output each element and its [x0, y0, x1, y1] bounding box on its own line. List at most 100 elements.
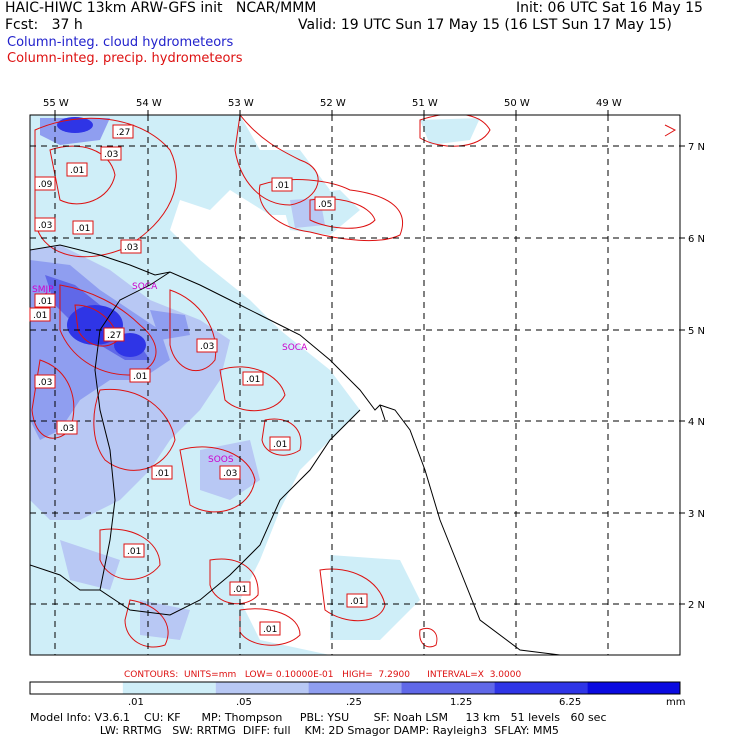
contour-label-box — [123, 543, 145, 558]
colorbar-tick: .01 — [128, 697, 144, 708]
contour-line — [664, 124, 677, 137]
contour-label-box — [56, 420, 78, 435]
lat-label: 6 N — [688, 234, 705, 245]
lon-label: 55 W — [43, 98, 69, 109]
contour-label-box — [66, 162, 88, 177]
lon-label: 49 W — [596, 98, 622, 109]
contour-line — [34, 117, 177, 258]
contour-label: .01 — [133, 372, 147, 382]
lon-label: 50 W — [504, 98, 530, 109]
lon-label: 54 W — [136, 98, 162, 109]
map-frame — [29, 114, 681, 656]
contour-line — [319, 568, 386, 622]
contour-line — [219, 366, 286, 412]
colorbar-tick: 1.25 — [450, 697, 472, 708]
contour-label: .01 — [233, 585, 247, 595]
contour-label-box — [120, 239, 142, 254]
station-label: SOCA — [282, 343, 308, 353]
contour-label-box — [242, 371, 264, 386]
contour-line — [258, 179, 403, 242]
contour-label: .01 — [246, 375, 260, 385]
shade-core — [57, 117, 93, 133]
contour-line — [179, 446, 256, 513]
contour-label: .03 — [124, 243, 138, 253]
contour-label-box — [34, 293, 56, 308]
contour-label: .03 — [223, 469, 237, 479]
colorbar-segment — [30, 682, 123, 694]
contour-line — [419, 115, 491, 147]
frame-ticks — [54, 110, 685, 605]
header-valid-time: Valid: 19 UTC Sun 17 May 15 (16 LST Sun … — [298, 17, 672, 33]
contour-label: .01 — [350, 597, 364, 607]
lon-label: 51 W — [412, 98, 438, 109]
header-forecast-hour: Fcst: 37 h — [5, 17, 83, 33]
contour-label: .09 — [38, 180, 53, 190]
colorbar-tick: .25 — [346, 697, 362, 708]
contour-label: .03 — [200, 342, 214, 352]
station-labels: SMJP SOCA SOCA SOOS — [32, 282, 308, 465]
colorbar-segment — [401, 682, 495, 694]
border-line — [379, 404, 386, 421]
model-info-line2: LW: RRTMG SW: RRTMG DIFF: full KM: 2D Sm… — [30, 724, 559, 737]
header-title: HAIC-HIWC 13km ARW-GFS init NCAR/MMM — [5, 0, 317, 16]
contour-label-box — [112, 124, 134, 139]
shade-lavender-patch — [60, 540, 120, 590]
contour-line — [59, 284, 157, 376]
contour-label: .01 — [275, 181, 289, 191]
contour-label-box — [196, 338, 218, 353]
colorbar-tick: 6.25 — [559, 697, 581, 708]
contour-line — [239, 608, 301, 646]
contour-line — [124, 599, 169, 648]
colorbar-segment — [587, 682, 680, 694]
colorbar-segment — [308, 682, 402, 694]
contour-label-box — [34, 374, 56, 389]
contour-label: .01 — [76, 224, 90, 234]
contour-label: .03 — [104, 150, 118, 160]
colorbar-tick: .05 — [236, 697, 252, 708]
lat-label: 3 N — [688, 509, 705, 520]
lon-label: 53 W — [228, 98, 254, 109]
header-init: Init: 06 UTC Sat 16 May 15 — [516, 0, 703, 16]
precip-contours — [31, 115, 677, 648]
lat-label: 7 N — [688, 142, 705, 153]
contour-info: CONTOURS: UNITS=mm LOW= 0.10000E-01 HIGH… — [124, 670, 521, 680]
lat-label: 4 N — [688, 417, 705, 428]
contour-label-box — [271, 177, 293, 192]
contour-label: .01 — [127, 547, 141, 557]
contour-label: .03 — [38, 378, 52, 388]
contour-label: .01 — [273, 440, 287, 450]
contour-label-box — [314, 196, 336, 211]
station-label: SOOS — [208, 455, 234, 465]
contour-label-box — [29, 307, 51, 322]
contour-label-box — [103, 327, 125, 342]
colorbar-segment — [494, 682, 588, 694]
contour-line — [99, 528, 161, 580]
contour-label-box — [259, 621, 281, 636]
contour-label-box — [229, 581, 251, 596]
contour-line — [419, 627, 438, 648]
model-info-line1: Model Info: V3.6.1 CU: KF MP: Thompson P… — [30, 711, 607, 724]
contour-label-box — [219, 465, 241, 480]
legend-cloud: Column-integ. cloud hydrometeors — [7, 35, 234, 50]
colorbar — [29, 681, 681, 695]
contour-label: .27 — [116, 128, 130, 138]
border-line — [30, 564, 100, 591]
contour-label-box — [269, 436, 291, 451]
contour-label: .03 — [60, 424, 74, 434]
contour-label: .27 — [107, 331, 121, 341]
contour-line — [209, 558, 259, 605]
contour-label: .03 — [38, 221, 52, 231]
contour-label: .01 — [33, 311, 47, 321]
contour-line — [234, 115, 319, 206]
contour-label: .01 — [155, 469, 169, 479]
legend-precip: Column-integ. precip. hydrometeors — [7, 51, 243, 66]
contour-label-box — [34, 176, 56, 191]
colorbar-segment — [215, 682, 309, 694]
coastline — [30, 244, 561, 655]
longitude-labels: 55 W 54 W 53 W 52 W 51 W 50 W 49 W — [43, 98, 622, 109]
colorbar-segment — [122, 682, 216, 694]
contour-label: .01 — [70, 166, 84, 176]
lat-label: 2 N — [688, 600, 705, 611]
contour-label: .05 — [318, 200, 332, 210]
